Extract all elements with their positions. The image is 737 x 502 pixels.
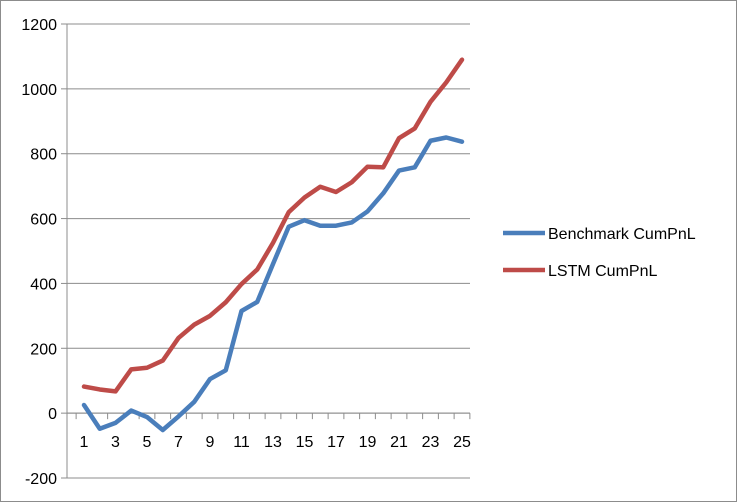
y-tick-label: 200 bbox=[30, 341, 57, 358]
x-tick-label: 3 bbox=[111, 434, 120, 451]
x-tick-label: 21 bbox=[390, 434, 408, 451]
y-tick-label: 0 bbox=[48, 406, 57, 423]
x-tick-label: 25 bbox=[453, 434, 471, 451]
x-tick-label: 11 bbox=[233, 434, 250, 451]
x-tick-label: 1 bbox=[80, 434, 89, 451]
axes bbox=[61, 23, 471, 479]
x-tick-label: 17 bbox=[327, 434, 345, 451]
x-tick-labels: 1 3 5 7 9 11 13 15 17 19 21 23 25 bbox=[80, 434, 471, 451]
x-tick-label: 5 bbox=[143, 434, 152, 451]
legend-label: Benchmark CumPnL bbox=[548, 226, 696, 243]
y-tick-label: -200 bbox=[25, 471, 57, 488]
y-tick-label: 1200 bbox=[21, 17, 57, 34]
x-tick-label: 13 bbox=[264, 434, 282, 451]
y-tick-label: 400 bbox=[30, 276, 57, 293]
x-tick-label: 7 bbox=[174, 434, 183, 451]
x-tick-label: 23 bbox=[422, 434, 440, 451]
y-tick-label: 600 bbox=[30, 212, 57, 229]
x-tick-label: 15 bbox=[296, 434, 314, 451]
series-line bbox=[81, 57, 465, 394]
y-tick-labels: -200 0 200 400 600 800 1000 1200 bbox=[21, 17, 57, 488]
series-lines bbox=[81, 57, 465, 433]
x-tick-label: 9 bbox=[206, 434, 215, 451]
y-tick-label: 1000 bbox=[21, 82, 57, 99]
series-line bbox=[81, 135, 465, 433]
y-tick-label: 800 bbox=[30, 147, 57, 164]
legend: Benchmark CumPnL LSTM CumPnL bbox=[503, 226, 696, 280]
x-tick-label: 19 bbox=[359, 434, 377, 451]
legend-label: LSTM CumPnL bbox=[548, 263, 657, 280]
